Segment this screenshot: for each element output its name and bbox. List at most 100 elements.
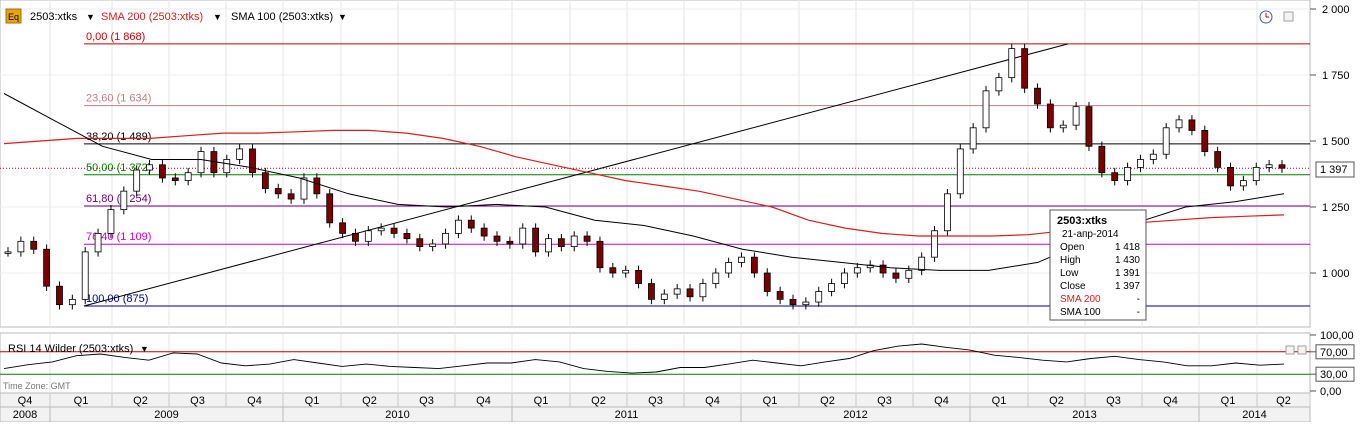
candle-body (390, 227, 398, 234)
candle-body (686, 288, 694, 298)
candle-body (506, 240, 514, 245)
candle-body (648, 283, 655, 300)
rsi-level-tag (1315, 344, 1355, 360)
candle-body (1111, 172, 1119, 181)
quarter-tick-label: Q4 (934, 395, 949, 407)
candle-body (1265, 164, 1273, 168)
candle-body (197, 151, 205, 174)
fib-level-label: 38,20 (1 489) (86, 131, 151, 143)
tooltip-row-value: - (1137, 294, 1140, 305)
candle-body (557, 238, 565, 247)
rsi-line (3, 343, 1285, 374)
quarter-tick-label: Q2 (362, 395, 377, 407)
rsi-close-icon[interactable] (1297, 345, 1307, 355)
tooltip-box (1049, 209, 1147, 321)
quarter-tick-label: Q4 (476, 395, 491, 407)
tooltip-row-value: 1 418 (1115, 242, 1140, 253)
price-axis-label: 1 000 (1322, 268, 1350, 280)
quarter-tick-label: Q3 (877, 395, 892, 407)
candle-body (1252, 166, 1260, 181)
candle-body (261, 172, 269, 189)
instrument-label[interactable]: 2503:xtks (30, 11, 78, 23)
quarter-tick-label: Q3 (190, 395, 205, 407)
candle-body (905, 269, 913, 279)
candle-body (184, 172, 192, 181)
rsi-axis-label: 0,00 (1320, 386, 1341, 398)
candle-body (699, 283, 707, 298)
quarter-tick-label: Q1 (534, 395, 549, 407)
tooltip-row-value: - (1137, 307, 1140, 318)
collapse-icon[interactable] (1283, 11, 1294, 22)
candle-body (1137, 159, 1144, 168)
quarter-tick-label: Q1 (763, 395, 778, 407)
chevron-down-icon[interactable]: ▼ (213, 12, 222, 22)
price-axis-label: 2 000 (1322, 4, 1350, 16)
trend-line (83, 43, 1069, 307)
tooltip-row-label: SMA 100 (1060, 307, 1101, 318)
candle-body (853, 267, 861, 274)
tooltip-row-label: High (1060, 255, 1081, 266)
candle-body (377, 227, 385, 232)
year-label: 2009 (154, 409, 178, 421)
candle-body (776, 291, 784, 300)
fib-level-label: 23,60 (1 634) (86, 93, 151, 105)
price-axis-label: 1 500 (1322, 136, 1350, 148)
tooltip-date: 21-апр-2014 (1062, 229, 1119, 240)
candle-body (171, 177, 179, 182)
candle-body (1214, 151, 1222, 168)
candle-body (467, 219, 475, 229)
candle-body (326, 193, 334, 224)
candle-body (339, 222, 346, 234)
rsi-level-tag (1315, 366, 1355, 382)
candle-body (609, 267, 617, 274)
rsi-collapse-icon[interactable] (1285, 345, 1295, 355)
candle-body (1201, 130, 1209, 152)
rsi-label[interactable]: RSI 14 Wilder (2503:xtks) (8, 343, 133, 355)
candle-body (712, 272, 720, 284)
sma100-legend[interactable]: SMA 100 (2503:xtks) (231, 11, 333, 23)
candle-body (738, 256, 745, 263)
candle-body (43, 248, 51, 287)
candle-body (570, 235, 578, 247)
candle-body (995, 77, 1003, 92)
candle-body (519, 227, 527, 245)
year-label: 2013 (1072, 409, 1096, 421)
candle-body (532, 227, 540, 253)
price-axis-label: 1 750 (1322, 70, 1350, 82)
tooltip-title: 2503:xtks (1057, 215, 1107, 227)
quarter-tick-label: Q2 (133, 395, 148, 407)
candle-body (1278, 164, 1286, 169)
clock-icon[interactable] (1259, 10, 1273, 24)
equity-badge-label: Eq (8, 12, 19, 22)
sma200-legend[interactable]: SMA 200 (2503:xtks) (101, 11, 203, 23)
rsi-axis-label: 100,00 (1320, 330, 1354, 342)
fib-level-label: 0,00 (1 868) (86, 31, 145, 43)
candle-body (956, 148, 964, 195)
candle-body (120, 190, 128, 211)
candle-body (1046, 103, 1054, 129)
year-label: 2014 (1242, 409, 1266, 421)
candle-body (223, 159, 231, 174)
quarter-tick-label: Q1 (992, 395, 1007, 407)
chevron-down-icon[interactable]: ▼ (338, 12, 347, 22)
quarter-tick-label: Q1 (74, 395, 89, 407)
quarter-tick-label: Q1 (305, 395, 320, 407)
chevron-down-icon[interactable]: ▼ (86, 12, 95, 22)
tooltip-row-label: Open (1060, 242, 1084, 253)
quarter-tick-label: Q3 (419, 395, 434, 407)
rsi-panel (0, 332, 1311, 394)
candle-body (1085, 106, 1093, 147)
timezone-label: Time Zone: GMT (3, 381, 71, 391)
candle-body (81, 251, 89, 300)
quarter-tick-label: Q1 (1221, 395, 1236, 407)
candle-body (763, 272, 771, 292)
candle-body (313, 177, 321, 195)
candle-body (4, 251, 12, 254)
candle-body (300, 177, 308, 200)
chevron-down-icon[interactable]: ▼ (140, 344, 149, 354)
candle-body (287, 193, 295, 200)
fib-level-label: 76,40 (1 109) (86, 231, 151, 243)
candle-body (918, 256, 926, 271)
equity-badge[interactable] (5, 8, 22, 24)
fib-level-label: 61,80 (1 254) (86, 193, 151, 205)
